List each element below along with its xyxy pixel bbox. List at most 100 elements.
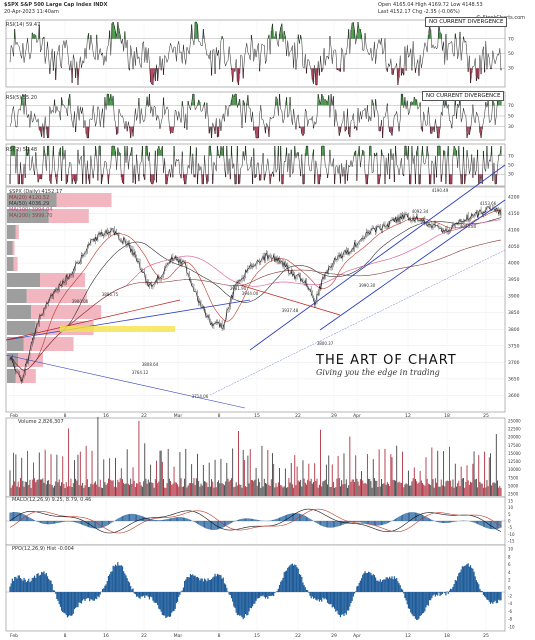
price-level-label: 4153.66: [480, 201, 497, 206]
volume-y-tick: 12500: [508, 459, 521, 464]
price-level-label: 3886.75: [102, 292, 119, 297]
price-level-label: 3990.30: [359, 283, 376, 288]
brand-title: THE ART OF CHART: [316, 353, 457, 368]
volume-label: Volume 2,826,307: [18, 419, 64, 425]
ma100-label: MA(100) 3994.04: [9, 207, 53, 213]
price-y-tick: 3700: [508, 360, 520, 366]
macd-signal-line: [9, 508, 502, 534]
price-y-tick: 4150: [508, 211, 520, 217]
vbp-bar-down: [7, 337, 24, 351]
price-line: [9, 206, 502, 383]
ma50-label: MA(50) 4036.29: [9, 201, 50, 207]
macd-y-tick: -10: [508, 532, 515, 537]
x-tick-label-bottom: Apr: [353, 633, 361, 639]
rsi3-y-tick: 50: [508, 163, 514, 169]
volume-y-tick: 7500: [508, 475, 519, 480]
x-tick-label-bottom: 25: [483, 633, 489, 639]
volume-y-tick: 15000: [508, 451, 521, 456]
price-y-tick: 3600: [508, 393, 520, 399]
price-y-tick: 3800: [508, 327, 520, 333]
ppo-y-tick: -4: [508, 601, 512, 606]
red-resistance-line: [5, 299, 181, 341]
price-level-label: 4092.34: [412, 209, 429, 214]
rsi2-y-tick: 70: [508, 103, 514, 109]
vbp-bar-down: [7, 289, 27, 303]
price-y-tick: 3750: [508, 343, 520, 349]
symbol-title: $SPX S&P 500 Large Cap Index INDX: [4, 2, 108, 8]
ohlc-line-2: Last 4152.17 Chg -2.35 (-0.06%): [378, 9, 460, 15]
ohlc-line-1: Open 4165.04 High 4169.72 Low 4148.53: [378, 2, 483, 8]
macd-y-tick: 0: [508, 519, 511, 524]
ppo-y-tick: 6: [508, 562, 511, 567]
price-level-label: 3764.12: [132, 370, 149, 375]
price-level-label: 3937.48: [282, 308, 299, 313]
rsi1-label: RSI(14) 59.47: [6, 22, 41, 28]
vbp-bar-down: [7, 305, 32, 319]
x-tick-label-price: 25: [483, 413, 489, 419]
rsi2-divergence-note: NO CURRENT DIVERGENCE: [422, 91, 505, 101]
price-y-tick: 4200: [508, 194, 520, 200]
x-tick-label-price: 12: [405, 413, 411, 419]
rsi1-line: [9, 21, 502, 86]
x-tick-label-price: 29: [331, 413, 337, 419]
rsi3-y-tick: 70: [508, 153, 514, 159]
x-tick-label-price: Apr: [353, 413, 361, 419]
channel-outer-line: [209, 249, 506, 396]
ma20-label: MA(20) 4120.52: [9, 195, 50, 201]
channel-upper-line: [249, 164, 506, 351]
price-level-label: 3808.64: [142, 362, 159, 367]
x-tick-label-price: 8: [64, 413, 67, 419]
vbp-bar-up: [31, 305, 102, 319]
price-level-label: 3800.37: [317, 341, 334, 346]
rsi2-line: [9, 93, 502, 139]
rsi2-y-tick: 30: [508, 124, 514, 130]
ppo-y-tick: 4: [508, 570, 511, 575]
x-tick-label-price: Feb: [10, 413, 18, 419]
ppo-label: PPO(12,26,9) Hist -0.004: [12, 546, 74, 552]
volume-y-tick: 5000: [508, 483, 519, 488]
rsi3-label: RSI(2) 59.48: [6, 147, 38, 153]
rsi1-divergence-note: NO CURRENT DIVERGENCE: [425, 17, 508, 27]
price-level-label: 4046.80: [460, 224, 477, 229]
vbp-bar-down: [7, 273, 40, 287]
rsi1-y-tick: 30: [508, 66, 514, 72]
x-tick-label-bottom: Mar: [174, 633, 183, 639]
ppo-y-tick: -2: [508, 593, 512, 598]
date-line: 20-Apr-2023 11:40am: [4, 9, 59, 15]
x-tick-label-bottom: 22: [295, 633, 301, 639]
x-tick-label-bottom: Feb: [10, 633, 18, 639]
price-label: $SPX (Daily) 4152.17: [9, 189, 63, 195]
rsi3-y-tick: 30: [508, 172, 514, 178]
vbp-bar-up: [12, 241, 15, 255]
vbp-bar-up: [18, 353, 43, 367]
ppo-y-tick: 8: [508, 554, 511, 559]
macd-y-tick: -5: [508, 525, 512, 530]
price-y-tick: 3850: [508, 310, 520, 316]
volume-y-tick: 25000: [508, 419, 521, 424]
vbp-bar-down: [7, 369, 16, 383]
vbp-bar-down: [7, 225, 16, 239]
ppo-y-tick: 2: [508, 578, 511, 583]
price-level-label: 3944.00: [242, 291, 259, 296]
support-line: [5, 299, 251, 341]
price-y-tick: 4100: [508, 228, 520, 234]
vbp-bar-up: [23, 337, 74, 351]
x-tick-label-bottom: 8: [218, 633, 221, 639]
macd-y-tick: 15: [508, 499, 514, 504]
x-tick-label-price: 22: [295, 413, 301, 419]
x-tick-label-price: 22: [141, 413, 147, 419]
macd-line: [9, 508, 502, 534]
vbp-bar-up: [48, 209, 89, 223]
ppo-y-tick: 10: [508, 547, 514, 552]
price-level-label: 3900.00: [72, 299, 89, 304]
x-tick-label-price: Mar: [174, 413, 183, 419]
price-level-label: 3714.06: [192, 394, 209, 399]
rsi1-y-tick: 50: [508, 51, 514, 57]
vbp-bar-up: [56, 193, 112, 207]
vbp-bar-down: [7, 193, 57, 207]
x-tick-label-bottom: 15: [254, 633, 260, 639]
ppo-y-tick: -8: [508, 617, 512, 622]
x-tick-label-bottom: 29: [331, 633, 337, 639]
ma200-line: [9, 239, 502, 371]
